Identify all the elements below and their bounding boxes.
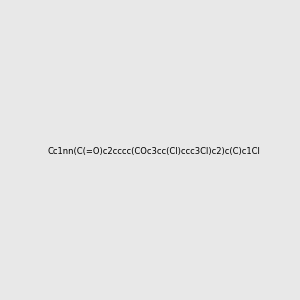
Text: Cc1nn(C(=O)c2cccc(COc3cc(Cl)ccc3Cl)c2)c(C)c1Cl: Cc1nn(C(=O)c2cccc(COc3cc(Cl)ccc3Cl)c2)c(… xyxy=(47,147,260,156)
